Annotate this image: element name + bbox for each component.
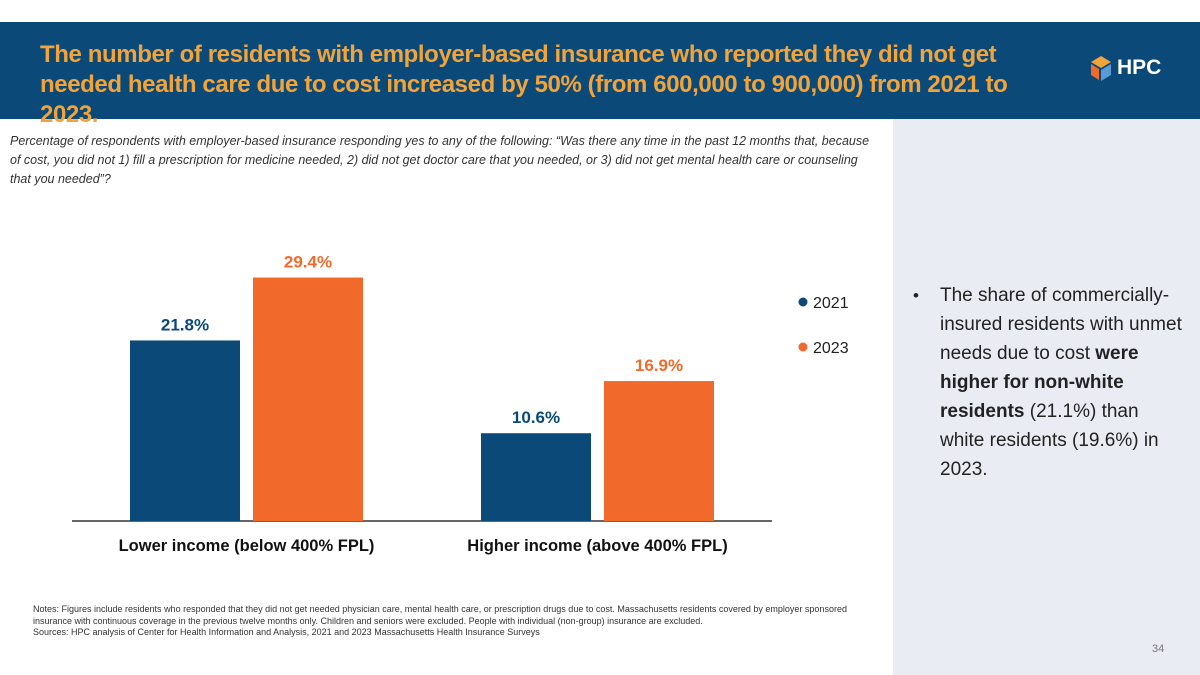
legend-marker-2021 bbox=[798, 297, 808, 307]
data-label-2021-2: 10.6% bbox=[512, 408, 560, 427]
page-number: 34 bbox=[1152, 643, 1165, 655]
notes-text: Notes: Figures include residents who res… bbox=[33, 604, 847, 626]
logo-text: HPC bbox=[1117, 56, 1162, 79]
key-findings-panel: • The share of commercially-insured resi… bbox=[893, 119, 1200, 675]
header-banner: The number of residents with employer-ba… bbox=[0, 22, 1200, 128]
chart-subtitle: Percentage of respondents with employer-… bbox=[10, 134, 870, 186]
legend-label-2023: 2023 bbox=[813, 340, 849, 357]
data-label-2023-2: 16.9% bbox=[635, 356, 683, 375]
bar-2023-2 bbox=[604, 381, 714, 521]
bar-chart: 21.8% 29.4% Lower income (below 400% FPL) 1… bbox=[72, 253, 849, 555]
key-finding-part1: The share of commercially-insured reside… bbox=[940, 285, 1182, 364]
bar-2021-1 bbox=[130, 340, 240, 521]
legend-marker-2023 bbox=[798, 342, 808, 352]
page-title: The number of residents with employer-ba… bbox=[40, 41, 1008, 128]
category-label-2: Higher income (above 400% FPL) bbox=[467, 537, 727, 555]
key-finding-bold: were higher for non-white residents bbox=[940, 343, 1139, 422]
data-label-2021-1: 21.8% bbox=[161, 315, 209, 334]
bar-2021-2 bbox=[481, 433, 591, 521]
bar-2023-1 bbox=[253, 277, 363, 521]
footnotes: Notes: Figures include residents who res… bbox=[33, 604, 873, 639]
sources-text: Sources: HPC analysis of Center for Heal… bbox=[33, 627, 540, 638]
category-label-1: Lower income (below 400% FPL) bbox=[119, 537, 375, 555]
legend-label-2021: 2021 bbox=[813, 295, 849, 312]
hpc-logo-icon bbox=[1091, 56, 1111, 81]
hpc-logo: HPC bbox=[1085, 54, 1175, 90]
data-label-2023-1: 29.4% bbox=[284, 253, 332, 272]
key-finding-bullet: • The share of commercially-insured resi… bbox=[913, 281, 1188, 484]
key-finding-part2: (21.1%) than white residents (19.6%) in … bbox=[940, 401, 1159, 480]
bullet-marker: • bbox=[913, 286, 919, 305]
key-finding-text: The share of commercially-insured reside… bbox=[940, 281, 1188, 484]
